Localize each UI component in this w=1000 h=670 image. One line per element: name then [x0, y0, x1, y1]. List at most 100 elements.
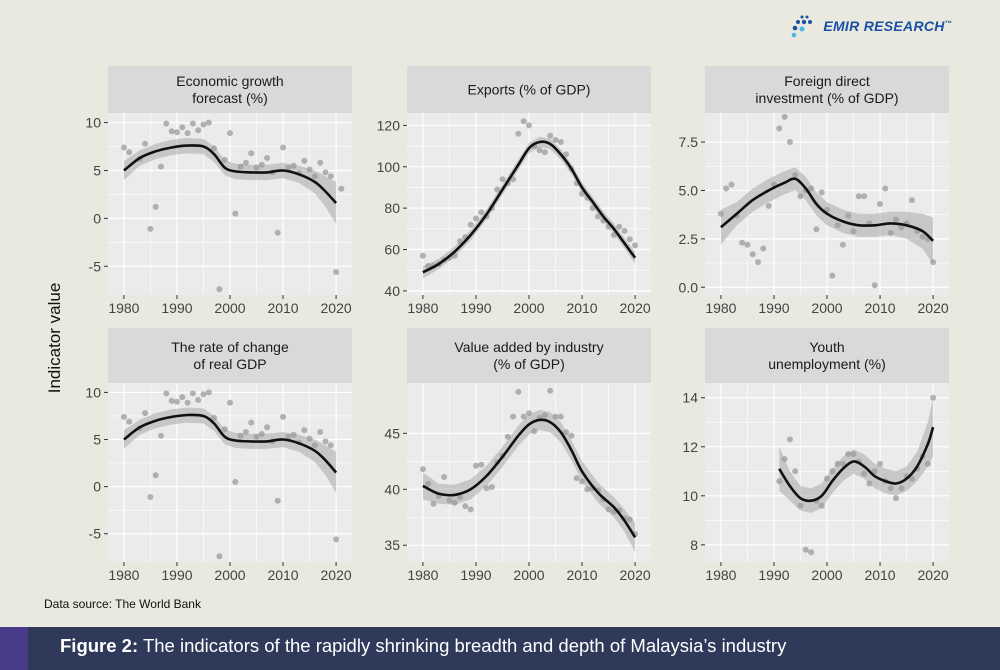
trend-line [123, 413, 338, 474]
trend-line [778, 426, 935, 503]
data-point [248, 419, 255, 426]
data-point [616, 223, 623, 230]
x-tick-label: 2020 [321, 300, 352, 316]
data-point [290, 162, 297, 169]
data-point [818, 502, 825, 509]
data-point [887, 485, 894, 492]
data-point [457, 238, 463, 245]
data-point [626, 236, 633, 243]
data-point [242, 159, 249, 166]
x-tick-label: 1990 [460, 567, 491, 583]
data-point [834, 222, 841, 229]
y-tick-label: 10 [85, 115, 101, 131]
panel-title-line: Foreign direct [784, 73, 870, 89]
data-point [786, 139, 793, 145]
brand-logo: EMIR RESEARCH™ [791, 14, 952, 38]
data-point [908, 475, 915, 482]
x-tick-label: 2020 [620, 300, 651, 316]
data-point [515, 130, 522, 137]
x-tick-label: 2000 [214, 567, 245, 583]
y-tick-label: 12 [682, 439, 698, 455]
data-point [877, 201, 883, 207]
panel-strip [407, 328, 651, 383]
data-point [425, 263, 432, 269]
data-point [605, 506, 612, 513]
data-point [179, 394, 186, 401]
data-point [327, 442, 334, 449]
data-point [126, 418, 133, 425]
data-point [749, 251, 756, 258]
data-point [504, 433, 511, 440]
trend-line [422, 418, 637, 539]
panel-strip [108, 328, 352, 383]
data-point [189, 120, 196, 127]
data-point [818, 189, 825, 196]
data-point [797, 193, 804, 200]
x-tick-label: 2000 [214, 300, 245, 316]
data-point [887, 230, 894, 236]
data-point [306, 435, 313, 442]
y-tick-label: 0 [93, 479, 101, 495]
x-tick-label: 1980 [108, 300, 139, 316]
data-point [184, 130, 191, 137]
data-point [200, 391, 207, 398]
data-point [264, 424, 271, 431]
data-point [237, 163, 244, 170]
data-point [211, 414, 218, 421]
x-tick-label: 2000 [513, 300, 544, 316]
data-point [781, 456, 788, 462]
data-point [861, 470, 868, 477]
data-point [552, 413, 559, 420]
data-point [626, 516, 633, 523]
caption-text: Figure 2: The indicators of the rapidly … [60, 635, 786, 657]
data-point [813, 226, 820, 233]
x-tick-label: 1980 [407, 567, 438, 583]
data-point [142, 410, 149, 417]
data-point [322, 169, 329, 176]
data-point [797, 502, 804, 509]
x-tick-label: 2010 [267, 300, 298, 316]
brand-name: EMIR RESEARCH™ [823, 18, 952, 34]
data-point [147, 494, 154, 500]
x-tick-label: 2010 [864, 300, 895, 316]
data-point [808, 549, 815, 556]
data-point [174, 398, 180, 405]
data-point [168, 397, 175, 404]
data-point [285, 433, 292, 440]
x-tick-label: 1980 [108, 567, 139, 583]
x-tick-label: 2010 [864, 567, 895, 583]
data-point [563, 429, 570, 436]
data-point [908, 197, 915, 204]
x-tick-label: 2000 [513, 567, 544, 583]
data-point [723, 185, 730, 192]
x-tick-label: 2000 [811, 300, 842, 316]
data-point [163, 390, 170, 397]
data-point [205, 119, 212, 126]
panel-title-line: of real GDP [193, 356, 266, 372]
x-tick-label: 1980 [407, 300, 438, 316]
x-tick-label: 1990 [758, 567, 789, 583]
data-point [919, 233, 926, 240]
data-point [557, 139, 564, 145]
data-point [258, 161, 265, 168]
data-point [930, 394, 937, 401]
data-point [280, 413, 286, 420]
panel-title-line: unemployment (%) [768, 356, 886, 372]
data-point [584, 486, 591, 493]
data-point [776, 478, 783, 485]
data-point [499, 176, 506, 183]
trend-line [123, 144, 338, 204]
data-point [322, 438, 329, 445]
data-point [610, 232, 617, 238]
data-point [467, 221, 474, 228]
panel-strip [108, 66, 352, 113]
y-tick-label: 0 [93, 210, 101, 226]
data-point [301, 157, 308, 164]
data-point [419, 466, 426, 473]
trend-line [422, 140, 637, 274]
data-point [216, 286, 223, 293]
y-tick-label: 10 [682, 488, 698, 504]
data-point [290, 431, 297, 438]
data-point [877, 460, 883, 467]
